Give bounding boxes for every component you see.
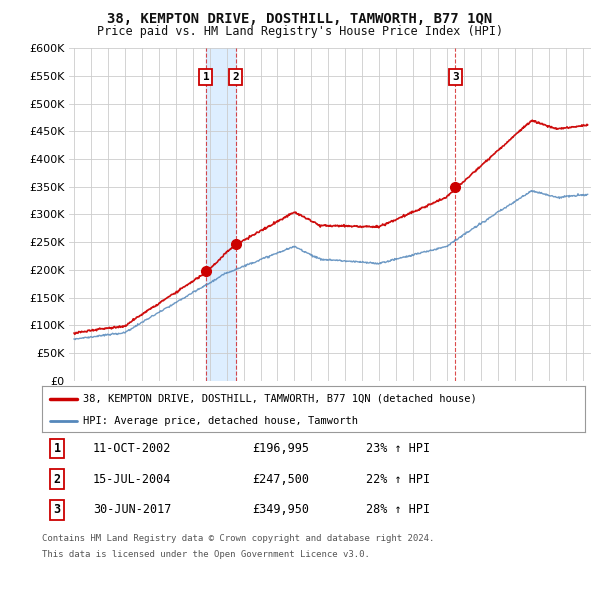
Text: 1: 1 <box>203 72 209 82</box>
Text: 11-OCT-2002: 11-OCT-2002 <box>93 442 172 455</box>
Text: 2: 2 <box>53 473 61 486</box>
Bar <box>206 48 236 381</box>
Text: 15-JUL-2004: 15-JUL-2004 <box>93 473 172 486</box>
Text: Price paid vs. HM Land Registry's House Price Index (HPI): Price paid vs. HM Land Registry's House … <box>97 25 503 38</box>
Text: 38, KEMPTON DRIVE, DOSTHILL, TAMWORTH, B77 1QN: 38, KEMPTON DRIVE, DOSTHILL, TAMWORTH, B… <box>107 12 493 26</box>
Text: 1: 1 <box>53 442 61 455</box>
Text: 30-JUN-2017: 30-JUN-2017 <box>93 503 172 516</box>
Text: Contains HM Land Registry data © Crown copyright and database right 2024.: Contains HM Land Registry data © Crown c… <box>42 534 434 543</box>
Text: £196,995: £196,995 <box>252 442 309 455</box>
Text: 28% ↑ HPI: 28% ↑ HPI <box>366 503 430 516</box>
Text: 38, KEMPTON DRIVE, DOSTHILL, TAMWORTH, B77 1QN (detached house): 38, KEMPTON DRIVE, DOSTHILL, TAMWORTH, B… <box>83 394 476 404</box>
Text: 3: 3 <box>452 72 459 82</box>
Text: 3: 3 <box>53 503 61 516</box>
Text: 2: 2 <box>232 72 239 82</box>
Text: HPI: Average price, detached house, Tamworth: HPI: Average price, detached house, Tamw… <box>83 416 358 426</box>
Text: 23% ↑ HPI: 23% ↑ HPI <box>366 442 430 455</box>
Text: 22% ↑ HPI: 22% ↑ HPI <box>366 473 430 486</box>
Text: This data is licensed under the Open Government Licence v3.0.: This data is licensed under the Open Gov… <box>42 550 370 559</box>
Text: £247,500: £247,500 <box>252 473 309 486</box>
Text: £349,950: £349,950 <box>252 503 309 516</box>
